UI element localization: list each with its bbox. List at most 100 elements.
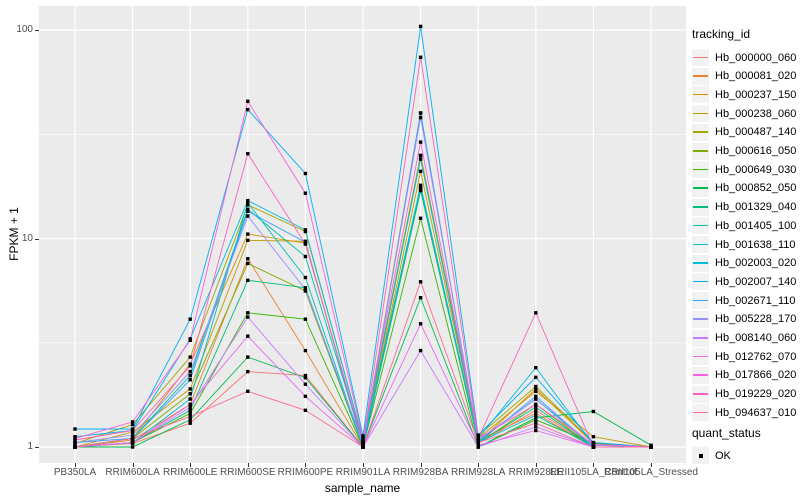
series-color-line-icon [693, 393, 708, 395]
x-axis-title: sample_name [324, 481, 401, 495]
data-point [188, 411, 192, 416]
legend: tracking_id Hb_000000_060 Hb_000081_020 Hb… [690, 0, 800, 500]
x-tick-label: PB350LA [53, 467, 97, 478]
legend-key [692, 123, 709, 141]
legend-key [692, 236, 709, 253]
legend-item-label: Hb_012762_070 [715, 350, 797, 363]
legend-key [692, 292, 709, 310]
x-tick-mark [190, 463, 192, 467]
data-point [418, 322, 423, 326]
legend-item-label: Hb_002003_020 [715, 257, 797, 270]
data-point [303, 348, 308, 353]
data-point [188, 355, 192, 359]
data-point [246, 238, 250, 242]
series-color-line-icon [693, 299, 708, 302]
data-point [188, 362, 192, 366]
black-square-point-icon [698, 453, 703, 458]
legend-item: Hb_000238_060 [692, 104, 796, 123]
legend-key [692, 67, 709, 85]
data-point [534, 366, 538, 370]
legend-item-label: Hb_019229_020 [715, 388, 797, 401]
y-axis-title: FPKM + 1 [7, 207, 21, 261]
data-point [476, 443, 480, 447]
data-point [188, 414, 192, 419]
data-point [418, 55, 423, 59]
data-point [303, 191, 308, 195]
y-tick-label: 1 [27, 441, 33, 452]
data-point [649, 443, 653, 447]
y-tick-label: 100 [16, 24, 33, 35]
legend-item: Hb_002007_140 [692, 272, 796, 291]
data-point [303, 394, 308, 398]
data-point [534, 408, 538, 412]
data-point [303, 228, 308, 232]
series-color-line-icon [693, 337, 708, 339]
x-tick-mark [420, 463, 422, 467]
legend-key [692, 179, 709, 197]
x-tick-label: RRII105LA_Stressed [604, 467, 698, 478]
series-color-line-icon [693, 187, 708, 189]
legend-item: Hb_000852_050 [692, 179, 796, 198]
data-point [476, 445, 480, 449]
x-tick-mark [132, 463, 134, 467]
data-point [418, 348, 423, 353]
legend-item-label: Hb_001405_100 [715, 219, 797, 232]
x-tick-label: RRIM600LE [162, 467, 218, 478]
legend-item: Hb_019229_020 [692, 385, 796, 404]
data-point [188, 421, 192, 425]
data-point [246, 232, 250, 236]
legend-item-label: OK [715, 449, 731, 462]
x-tick-label: RRIM928LE [508, 467, 564, 478]
data-point [188, 373, 192, 378]
data-point [418, 115, 423, 120]
data-point [130, 428, 135, 433]
series-color-line-icon [693, 168, 708, 171]
data-point [476, 440, 480, 445]
legend-item: Hb_001329_040 [692, 198, 796, 217]
data-point [361, 434, 365, 438]
data-point [534, 418, 538, 422]
data-point [476, 433, 480, 437]
data-point [188, 378, 192, 382]
series-color-line-icon [693, 355, 708, 358]
legend-item: Hb_002003_020 [692, 254, 796, 273]
data-point [130, 422, 135, 427]
legend-item: Hb_017866_020 [692, 366, 796, 385]
legend-item: Hb_000649_030 [692, 160, 796, 179]
legend-item: Hb_094637_010 [692, 403, 796, 422]
series-color-line-icon [693, 131, 708, 133]
legend-key [692, 86, 709, 104]
series-color-line-icon [693, 318, 708, 320]
data-point [418, 140, 423, 144]
legend-item-label: Hb_000238_060 [715, 107, 797, 120]
legend-item-quant-ok: OK [692, 446, 731, 465]
data-point [361, 445, 365, 449]
legend-key [692, 385, 709, 403]
legend-item: Hb_002671_110 [692, 291, 796, 310]
data-point [534, 402, 538, 407]
data-point [418, 183, 423, 187]
data-point [246, 203, 250, 207]
legend-key [692, 404, 709, 422]
legend-item: Hb_008140_060 [692, 329, 796, 348]
data-point [246, 261, 250, 266]
data-point [476, 436, 480, 441]
data-point [130, 445, 135, 449]
legend-item-label: Hb_000237_150 [715, 88, 797, 101]
legend-item-label: Hb_000649_030 [715, 163, 797, 176]
data-point [418, 186, 423, 190]
data-point [534, 416, 538, 420]
data-point [246, 311, 250, 315]
data-point [246, 152, 250, 156]
data-point [534, 428, 538, 433]
data-point [418, 169, 423, 173]
data-point [591, 409, 596, 414]
series-color-line-icon [693, 262, 708, 264]
data-point [303, 171, 308, 176]
legend-key [692, 329, 709, 347]
legend-key [692, 366, 709, 384]
data-point [418, 280, 423, 284]
data-point [130, 433, 135, 437]
data-point [418, 216, 423, 220]
